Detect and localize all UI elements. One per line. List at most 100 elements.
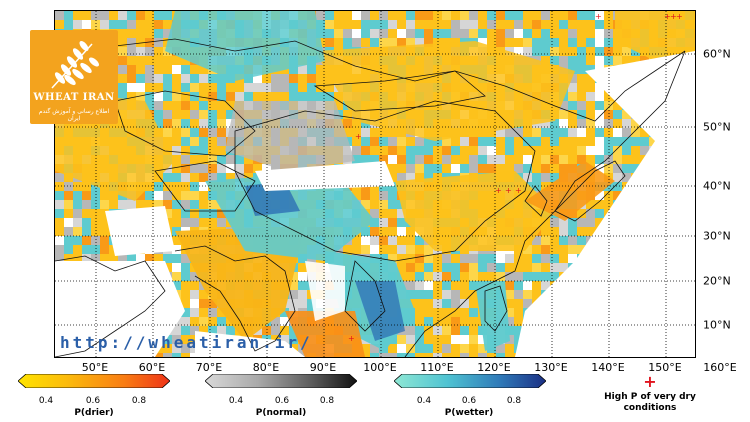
probability-cell [568, 146, 577, 155]
probability-cell [577, 137, 586, 146]
probability-cell [172, 74, 181, 83]
probability-cell [325, 29, 334, 38]
probability-cell [595, 56, 604, 65]
probability-cell [397, 155, 406, 164]
probability-cell [280, 308, 289, 317]
probability-cell [145, 47, 154, 56]
probability-cell [433, 38, 442, 47]
probability-cell [91, 20, 100, 29]
probability-cell [217, 209, 226, 218]
probability-cell [415, 263, 424, 272]
probability-cell [415, 299, 424, 308]
probability-cell [442, 164, 451, 173]
probability-cell [433, 272, 442, 281]
probability-cell [604, 200, 613, 209]
probability-cell [514, 281, 523, 290]
probability-cell [577, 20, 586, 29]
probability-cell [541, 182, 550, 191]
probability-cell [190, 146, 199, 155]
probability-cell [613, 47, 622, 56]
probability-cell [568, 20, 577, 29]
probability-cell [397, 236, 406, 245]
border-southeast [344, 260, 386, 332]
probability-cell [577, 245, 586, 254]
probability-cell [523, 173, 532, 182]
probability-cell [613, 191, 622, 200]
probability-cell [388, 146, 397, 155]
probability-cell [550, 146, 559, 155]
probability-cell [145, 38, 154, 47]
probability-cell [433, 146, 442, 155]
probability-cell [523, 128, 532, 137]
probability-cell [505, 11, 514, 20]
probability-cell [262, 326, 271, 335]
probability-cell [442, 308, 451, 317]
probability-cell [199, 218, 208, 227]
probability-cell [163, 173, 172, 182]
probability-cell [181, 263, 190, 272]
probability-cell [154, 110, 163, 119]
probability-cell [496, 155, 505, 164]
probability-cell [649, 137, 658, 146]
probability-cell [541, 272, 550, 281]
probability-cell [217, 74, 226, 83]
probability-cell [577, 47, 586, 56]
dry-region-north [315, 41, 575, 141]
probability-cell [163, 11, 172, 20]
probability-cell [181, 200, 190, 209]
probability-cell [118, 65, 127, 74]
probability-cell [514, 20, 523, 29]
probability-cell [586, 11, 595, 20]
probability-cell [424, 29, 433, 38]
probability-cell [361, 128, 370, 137]
probability-cell [172, 272, 181, 281]
probability-cell [595, 11, 604, 20]
lon-label-60e: 60°E [138, 361, 166, 374]
drier-tick-04: 0.4 [38, 396, 54, 406]
probability-cell [163, 353, 172, 357]
probability-cell [379, 236, 388, 245]
probability-cell [487, 272, 496, 281]
probability-cell [127, 65, 136, 74]
probability-cell [163, 20, 172, 29]
probability-cell [82, 200, 91, 209]
probability-cell [190, 191, 199, 200]
probability-cell [172, 182, 181, 191]
probability-cell [460, 263, 469, 272]
probability-cell [604, 146, 613, 155]
lon-label-80e: 80°E [252, 361, 280, 374]
very-dry-marker: + [505, 186, 512, 195]
probability-cell [217, 218, 226, 227]
probability-cell [118, 11, 127, 20]
probability-cell [568, 47, 577, 56]
probability-cell [505, 128, 514, 137]
probability-cell [496, 263, 505, 272]
probability-cell [298, 263, 307, 272]
probability-cell [514, 308, 523, 317]
probability-cell [91, 209, 100, 218]
probability-cell [451, 263, 460, 272]
probability-cell [586, 74, 595, 83]
probability-cell [460, 344, 469, 353]
probability-cell [460, 317, 469, 326]
probability-cell [154, 92, 163, 101]
probability-cell [568, 128, 577, 137]
probability-cell [604, 119, 613, 128]
probability-cell [469, 20, 478, 29]
probability-cell [190, 92, 199, 101]
probability-cell [469, 299, 478, 308]
probability-cell [307, 74, 316, 83]
lat-label-60n: 60°N [703, 47, 731, 61]
probability-cell [190, 317, 199, 326]
probability-cell [451, 29, 460, 38]
drier-tick-06: 0.6 [85, 396, 101, 406]
very-dry-marker: + [595, 12, 602, 21]
probability-cell [145, 20, 154, 29]
probability-cell [442, 11, 451, 20]
probability-cell [172, 119, 181, 128]
probability-cell [145, 191, 154, 200]
probability-cell [622, 146, 631, 155]
probability-cell [397, 209, 406, 218]
probability-cell [487, 164, 496, 173]
probability-cell [622, 119, 631, 128]
